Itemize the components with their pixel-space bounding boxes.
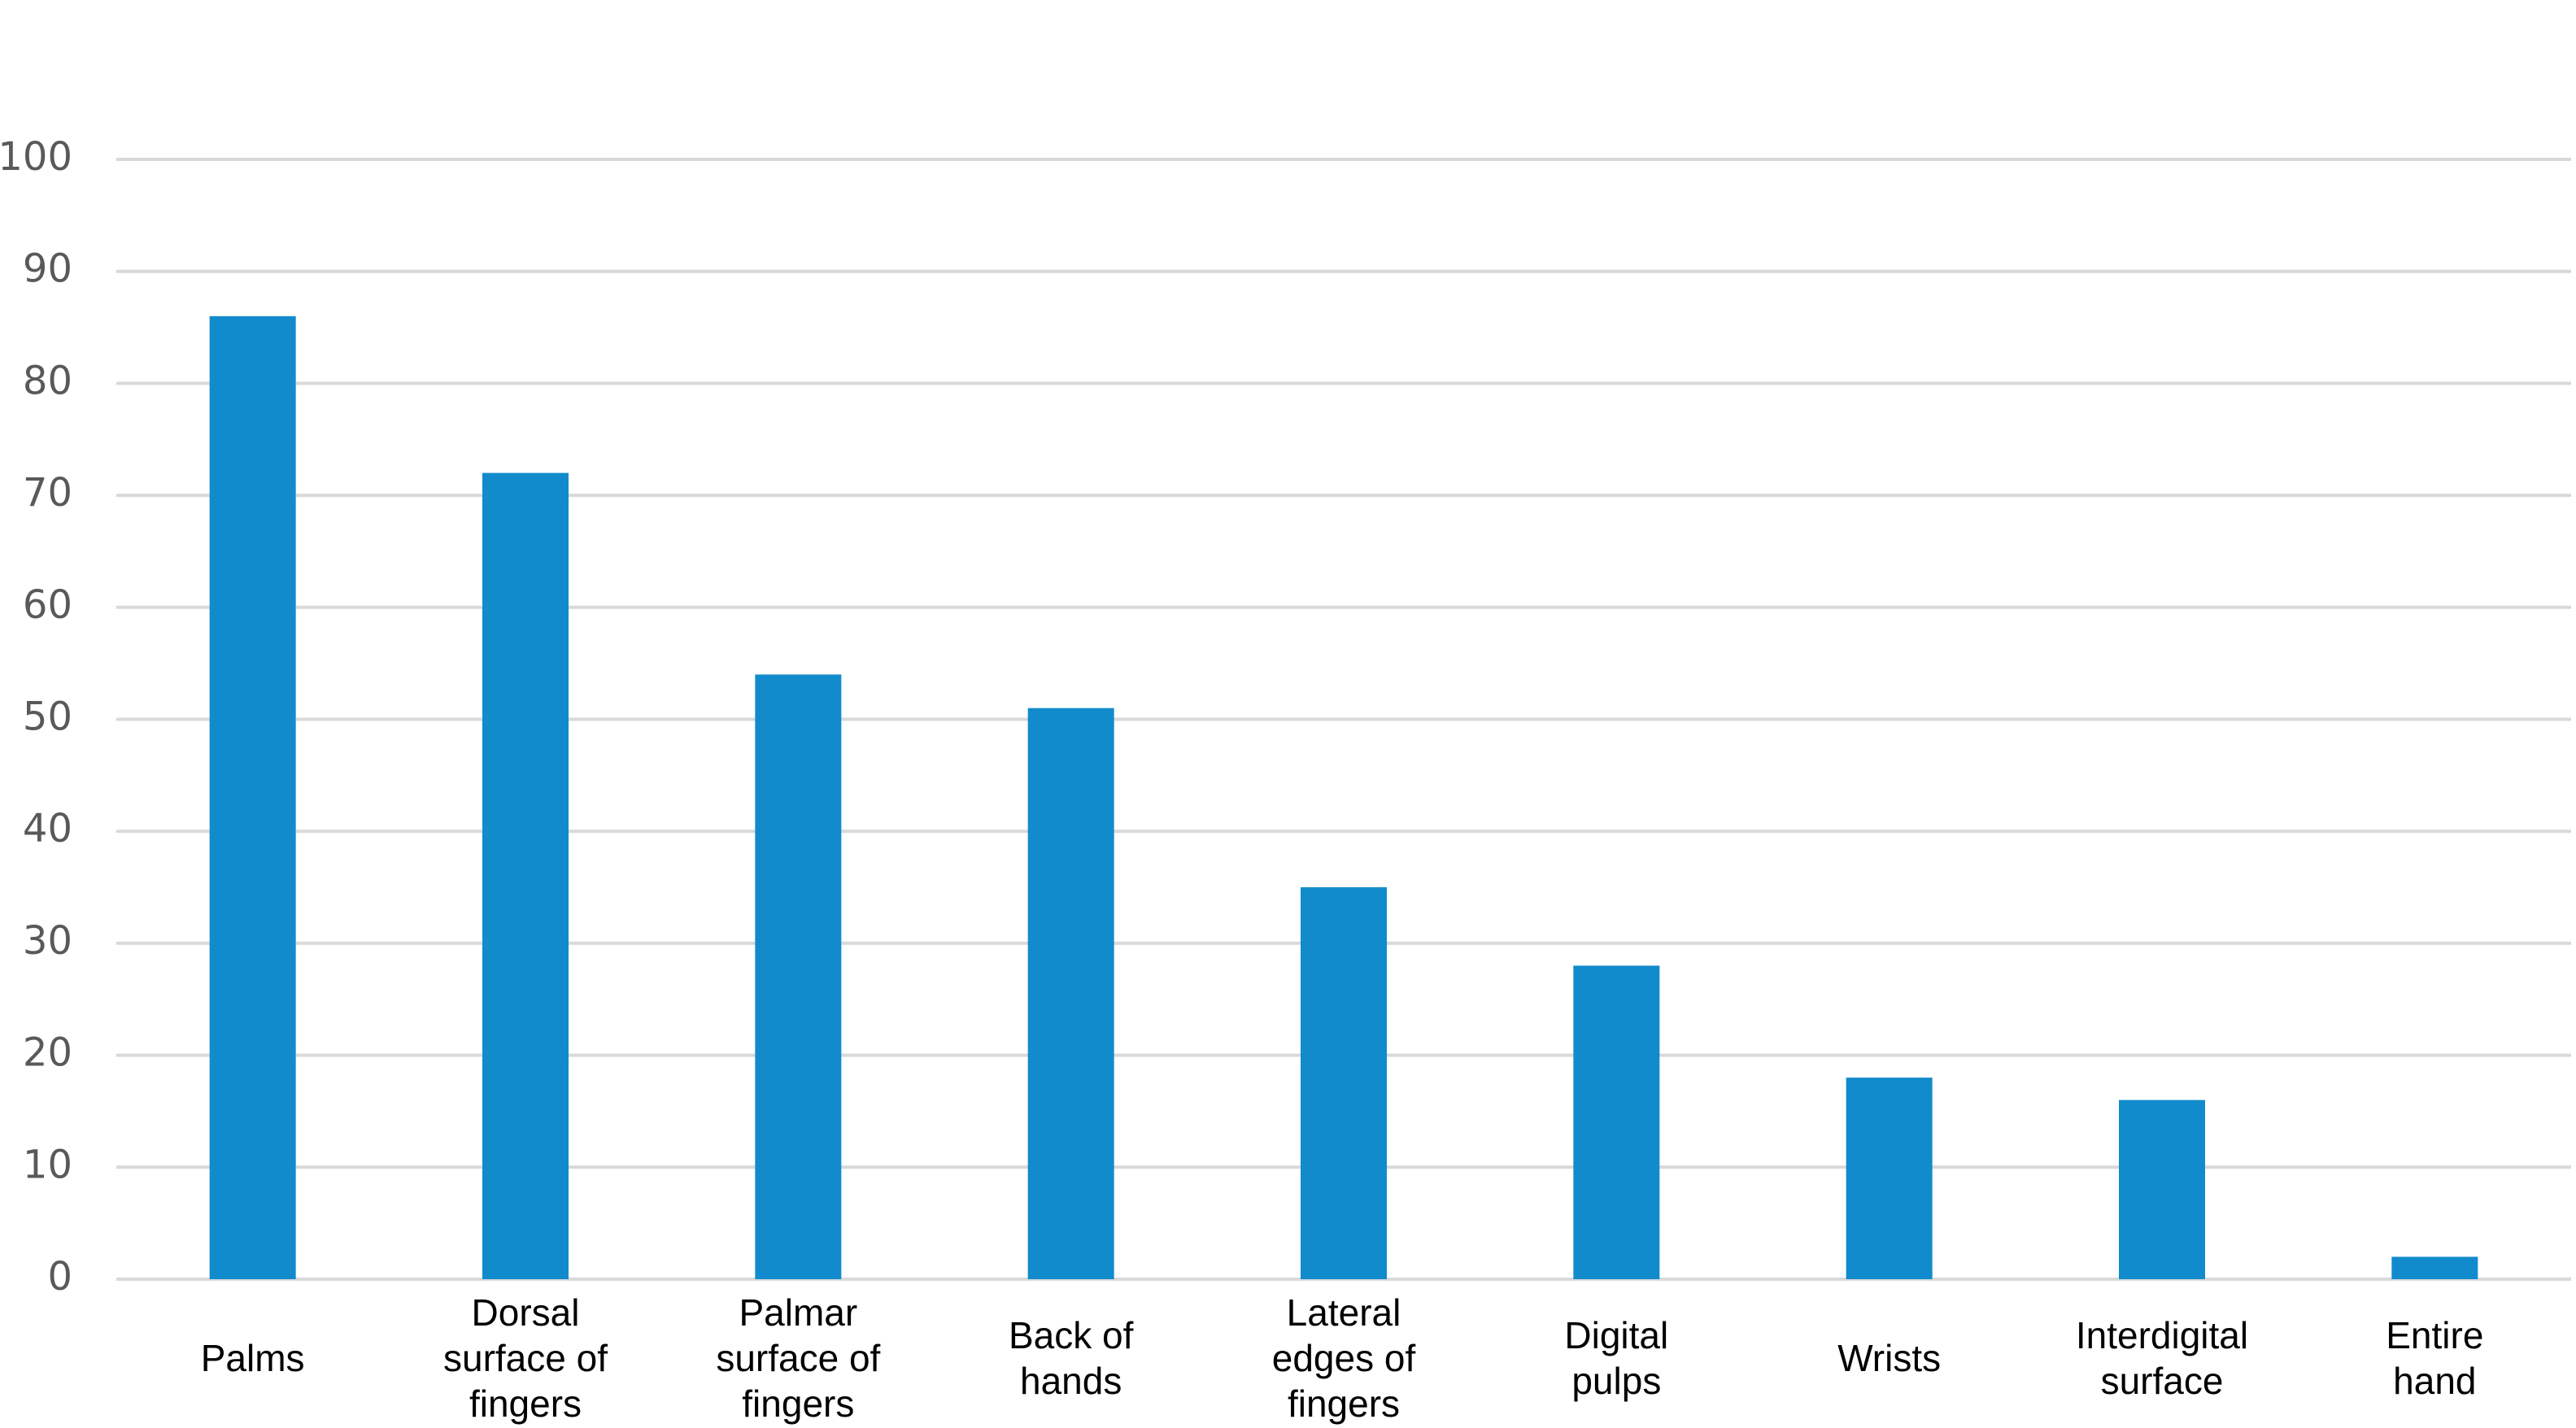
bar [1573, 965, 1660, 1279]
y-tick-label: 30 [23, 918, 72, 964]
bar [482, 472, 569, 1279]
x-tick-label: Palmar surface of fingers [716, 1291, 881, 1425]
y-tick-label: 20 [23, 1030, 72, 1076]
y-tick-label: 50 [23, 694, 72, 740]
x-tick-label: Digital pulps [1564, 1314, 1669, 1402]
bar [2119, 1099, 2205, 1279]
y-tick-label: 80 [23, 358, 72, 403]
y-tick-label: 10 [23, 1142, 72, 1187]
x-tick-label: Wrists [1837, 1337, 1942, 1379]
x-tick-label: Lateral edges of fingers [1271, 1291, 1416, 1425]
x-tick-label: Interdigital surface [2075, 1314, 2249, 1402]
bar [1301, 887, 1387, 1279]
y-tick-label: 0 [47, 1254, 72, 1300]
bar [1846, 1078, 1933, 1279]
x-tick-label: Dorsal surface of fingers [443, 1291, 608, 1425]
x-tick-label: Entire hand [2386, 1314, 2484, 1402]
y-tick-label: 60 [23, 582, 72, 628]
bar [1027, 707, 1114, 1279]
y-tick-label: 90 [23, 246, 72, 292]
x-tick-label: Back of hands [1008, 1314, 1134, 1402]
y-tick-label: 70 [23, 470, 72, 516]
bar [755, 674, 842, 1279]
y-tick-label: 100 [0, 134, 72, 180]
bar [2391, 1256, 2478, 1279]
x-tick-label: Palms [200, 1337, 305, 1379]
y-tick-label: 40 [23, 806, 72, 851]
bar [209, 316, 296, 1279]
